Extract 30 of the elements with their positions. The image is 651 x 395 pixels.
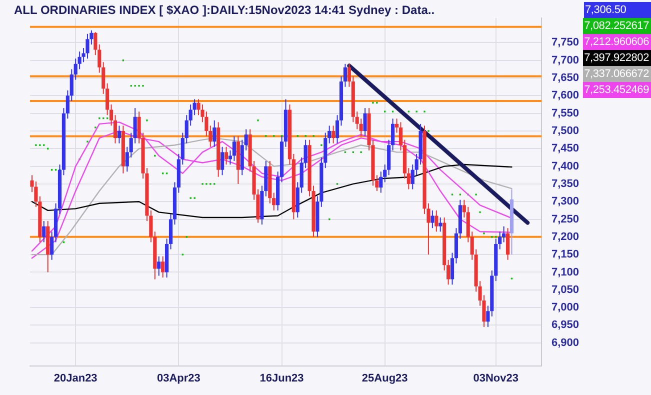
y-tick-label: 7,700	[551, 54, 580, 66]
text: 7,306.50	[584, 2, 651, 18]
y-tick-label: 7,550	[551, 107, 580, 120]
text: 7,082.252617	[583, 18, 651, 34]
x-tick-label: 03Nov23	[473, 372, 519, 384]
y-tick-label: 7,750	[551, 36, 580, 49]
y-tick-label: 7,000	[551, 302, 580, 314]
y-tick-label: 7,300	[551, 196, 580, 208]
text: 7,337.066672	[583, 66, 651, 82]
text: 7,397.922802	[583, 50, 651, 66]
y-tick-label: 7,100	[551, 266, 580, 278]
y-tick-label: 7,200	[551, 230, 580, 243]
text: 7,212.960606	[583, 34, 651, 50]
x-tick-label: 20Jan23	[54, 372, 98, 384]
y-tick-label: 7,050	[551, 284, 580, 296]
chart-title: ALL ORDINARIES INDEX [ $XAO ]:DAILY:15Nov2023 14:41 Sydney : Data..	[14, 3, 435, 17]
y-tick-label: 6,900	[551, 336, 580, 349]
y-tick-label: 7,250	[551, 213, 580, 226]
x-tick-label: 25Aug23	[362, 372, 408, 384]
y-tick-label: 7,450	[551, 142, 580, 155]
text: 7,253.452469	[583, 82, 651, 98]
x-tick-label: 16Jun23	[260, 372, 304, 384]
x-tick-label: 03Apr23	[156, 372, 200, 384]
y-tick-label: 7,350	[551, 178, 580, 190]
y-tick-label: 7,650	[551, 72, 580, 84]
y-tick-label: 7,400	[551, 160, 580, 172]
y-tick-label: 7,500	[551, 125, 580, 138]
y-tick-label: 6,950	[551, 319, 580, 332]
y-tick-label: 7,150	[551, 248, 580, 261]
y-tick-label: 7,600	[551, 90, 580, 102]
